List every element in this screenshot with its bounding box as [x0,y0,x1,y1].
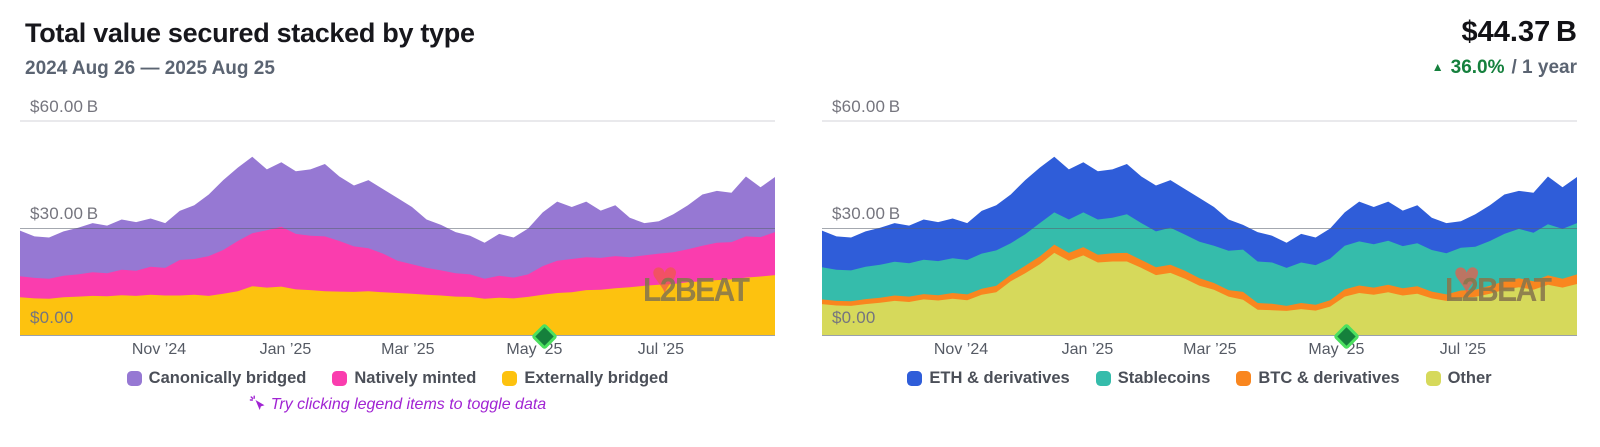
legend-label: Natively minted [354,368,477,387]
x-axis-label-jan-25: Jan ’25 [1061,341,1114,358]
x-axis-asset-category: Nov ’24 Jan ’25 Mar ’25 May ’25 Jul ’25 [822,336,1577,360]
change-period: / 1 year [1511,57,1578,78]
chart-panel-bridge-type: $60.00 B $30.00 B $0.00 ♥ L2BEAT Nov ’24… [20,96,775,417]
legend-toggle-hint: Try clicking legend items to toggle data [20,393,775,417]
stacked-area-chart-asset-category[interactable] [822,96,1577,336]
date-range: 2024 Aug 26 — 2025 Aug 25 [25,58,275,79]
x-axis-label-nov-24: Nov ’24 [131,341,187,358]
eth-derivatives-swatch [907,370,923,386]
header: Total value secured stacked by type 2024… [0,12,1600,80]
up-arrow-icon: ▲ [1431,60,1444,74]
stacked-area-chart-bridge-type[interactable] [20,96,775,336]
chart-plot-bridge-type[interactable]: $60.00 B $30.00 B $0.00 ♥ L2BEAT [20,96,775,350]
x-axis-label-nov-24: Nov ’24 [933,341,989,358]
charts-row: $60.00 B $30.00 B $0.00 ♥ L2BEAT Nov ’24… [0,96,1600,417]
natively-minted-swatch [332,370,348,386]
x-axis-bridge-type: Nov ’24 Jan ’25 Mar ’25 May ’25 Jul ’25 [20,336,775,360]
legend-label: Canonically bridged [148,368,307,387]
externally-bridged-swatch [502,370,518,386]
page-title: Total value secured stacked by type [25,18,475,48]
chart-plot-asset-category[interactable]: $60.00 B $30.00 B $0.00 ♥ L2BEAT [822,96,1577,350]
cursor-click-icon [249,395,265,410]
legend-item-natively-minted[interactable]: Natively minted [332,369,476,388]
canonically-bridged-swatch [126,370,142,386]
legend-item-stablecoins[interactable]: Stablecoins [1095,368,1211,388]
other-swatch [1425,370,1441,386]
area-other [822,252,1577,336]
x-axis-label-jul-25: Jul ’25 [637,341,685,358]
x-axis-label-mar-25: Mar ’25 [1183,341,1237,358]
legend-label: BTC & derivatives [1258,368,1400,387]
legend-item-other[interactable]: Other [1425,368,1492,388]
stablecoins-swatch [1095,370,1111,386]
legend-item-canonically-bridged[interactable]: Canonically bridged [126,368,307,388]
x-axis-label-jan-25: Jan ’25 [259,341,312,358]
legend-toggle-hint-text: Try clicking legend items to toggle data [270,396,547,413]
x-axis-label-may-25: May ’25 [506,341,563,358]
total-value: $44.37 B [1461,16,1577,48]
chart-panel-asset-category: $60.00 B $30.00 B $0.00 ♥ L2BEAT Nov ’24… [822,96,1577,417]
btc-derivatives-swatch [1236,370,1252,386]
legend-label: ETH & derivatives [929,368,1070,387]
legend-item-btc-derivatives[interactable]: BTC & derivatives [1236,368,1400,388]
change-percent: 36.0% [1450,57,1505,78]
legend-label: Externally bridged [524,368,669,387]
area-externally-bridged [20,275,775,336]
change-row: ▲ 36.0% / 1 year [1432,57,1577,79]
legend-label: Stablecoins [1117,368,1211,387]
legend-item-eth-derivatives[interactable]: ETH & derivatives [907,368,1070,388]
x-axis-label-may-25: May ’25 [1308,341,1365,358]
legend-label: Other [1447,368,1492,387]
legend-asset-category: ETH & derivatives Stablecoins BTC & deriva… [822,367,1577,389]
x-axis-label-mar-25: Mar ’25 [381,341,435,358]
legend-item-externally-bridged[interactable]: Externally bridged [502,369,668,388]
x-axis-label-jul-25: Jul ’25 [1439,341,1487,358]
legend-bridge-type: Canonically bridged Natively minted Extern… [20,367,775,389]
